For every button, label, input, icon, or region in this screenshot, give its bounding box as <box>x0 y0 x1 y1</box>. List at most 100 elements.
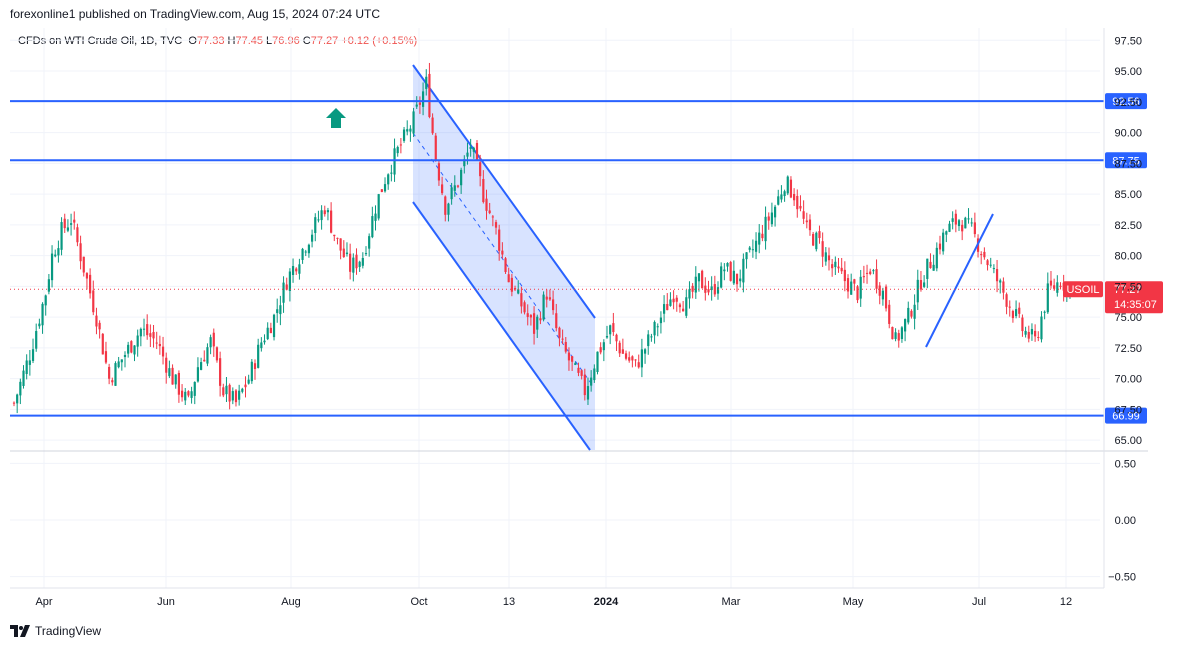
candle-body <box>402 129 406 141</box>
candle-body <box>215 347 219 361</box>
candle-body <box>66 227 70 231</box>
candle-body <box>837 266 840 269</box>
candle-body <box>196 367 200 382</box>
candle-body <box>799 205 802 209</box>
candle-body <box>574 363 577 365</box>
candle-body <box>244 384 247 388</box>
candle-body <box>907 307 910 323</box>
candle-body <box>307 244 311 254</box>
candle-body <box>726 262 729 267</box>
candle-body <box>431 117 434 134</box>
candle-body <box>777 196 780 205</box>
descending-channel[interactable] <box>412 64 596 451</box>
candle-body <box>571 356 574 362</box>
legend-low-value: 76.96 <box>272 35 300 47</box>
candle-body <box>716 287 720 294</box>
candle-body <box>1053 285 1056 289</box>
candle-body <box>247 379 250 384</box>
candle-body <box>742 258 745 283</box>
candle-body <box>358 261 361 267</box>
candle-body <box>980 254 983 256</box>
candle-body <box>120 359 123 363</box>
candle-body <box>269 327 272 334</box>
candle-body <box>593 368 596 381</box>
candle-body <box>586 386 590 400</box>
candle-body <box>834 261 837 268</box>
candle-body <box>418 102 422 105</box>
x-tick-label: Aug <box>281 596 301 608</box>
candle-body <box>992 268 995 270</box>
candle-body <box>612 323 615 333</box>
candle-body <box>1056 282 1059 293</box>
candle-body <box>507 274 510 283</box>
candle-body <box>701 270 704 289</box>
candle-body <box>846 278 850 292</box>
candle-body <box>545 296 548 300</box>
candle-body <box>723 269 726 272</box>
candle-body <box>1040 316 1043 340</box>
candle-body <box>241 388 244 392</box>
candle-body <box>377 194 380 219</box>
candle-body <box>260 342 263 349</box>
candle-body <box>694 276 697 293</box>
candle-body <box>190 391 193 398</box>
candle-body <box>656 326 659 328</box>
candle-body <box>577 367 580 373</box>
x-tick-label: 2024 <box>594 596 619 608</box>
candle-body <box>38 323 41 327</box>
candle-body <box>399 144 402 146</box>
candle-body <box>219 358 222 386</box>
candle-body <box>57 248 60 256</box>
candle-body <box>548 297 552 300</box>
candle-body <box>330 210 333 233</box>
horizontal-levels[interactable]: 92.56 87.75 66.99 <box>10 93 1147 424</box>
footer-brand: TradingView <box>35 624 102 638</box>
candle-body <box>523 302 526 313</box>
candle-body <box>482 178 485 203</box>
candle-body <box>520 293 523 307</box>
candle-body <box>425 76 428 89</box>
level-badge-label: 87.75 <box>1112 155 1140 167</box>
y-tick-label: 70.00 <box>1114 374 1142 386</box>
candle-body <box>139 328 142 337</box>
legend-high-label: H <box>227 35 236 47</box>
candle-body <box>618 342 621 354</box>
candle-body <box>539 318 542 321</box>
candle-body <box>104 351 108 363</box>
candle-body <box>1046 283 1049 313</box>
candle-body <box>643 349 647 354</box>
candle-body <box>961 224 964 232</box>
candle-body <box>748 247 751 250</box>
candle-body <box>79 243 82 262</box>
candle-body <box>54 254 57 257</box>
candle-body <box>583 374 586 396</box>
candle-body <box>1034 330 1037 337</box>
candle-body <box>225 385 228 395</box>
trendline <box>925 213 994 348</box>
footer: TradingView <box>10 624 101 638</box>
candle-body <box>637 362 640 368</box>
candle-body <box>808 219 812 231</box>
candle-body <box>117 361 120 368</box>
price-badge-label: 77.27 <box>1114 284 1142 296</box>
candle-body <box>383 184 387 192</box>
candle-body <box>989 264 992 266</box>
candle-body <box>526 313 529 317</box>
candle-body <box>1030 328 1034 335</box>
candle-body <box>821 241 824 257</box>
candle-body <box>697 273 701 282</box>
candle-body <box>441 184 444 194</box>
candle-body <box>815 232 818 250</box>
candle-body <box>653 321 656 336</box>
candle-body <box>161 346 165 357</box>
candle-body <box>536 316 539 330</box>
candle-body <box>409 128 412 132</box>
legend-open-label: O <box>188 35 197 47</box>
candle-body <box>89 274 92 294</box>
candle-body <box>783 191 786 197</box>
candle-body <box>903 319 907 332</box>
candle-body <box>60 222 63 250</box>
candle-body <box>875 269 878 289</box>
candle-body <box>767 216 770 221</box>
